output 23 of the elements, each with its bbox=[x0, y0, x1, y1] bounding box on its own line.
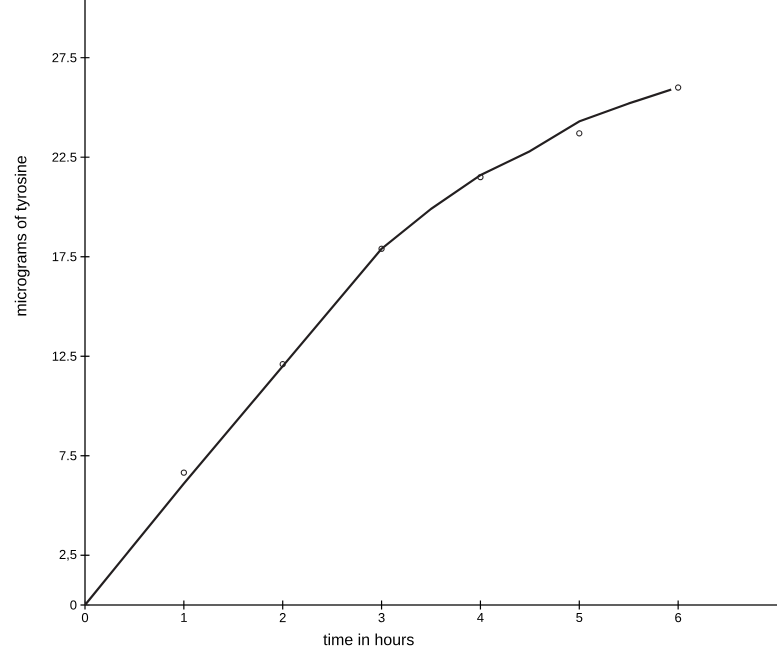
x-axis-title: time in hours bbox=[323, 634, 414, 646]
y-tick-label: 7.5 bbox=[60, 451, 76, 460]
x-tick-label: 2 bbox=[280, 613, 286, 622]
x-tick-label: 1 bbox=[181, 613, 187, 622]
point bbox=[378, 246, 385, 252]
line-series bbox=[84, 88, 672, 606]
y-tick-label: 17.5 bbox=[52, 252, 76, 262]
point bbox=[180, 470, 187, 476]
y-tick-label: 12.5 bbox=[52, 352, 76, 361]
x-tick-label: 3 bbox=[378, 613, 385, 622]
point bbox=[280, 361, 286, 368]
x-tick-label: 4 bbox=[477, 613, 484, 622]
point bbox=[477, 174, 484, 180]
y-tick-label: 0 bbox=[70, 600, 76, 610]
y-tick-label: 27.5 bbox=[52, 53, 76, 62]
point bbox=[576, 130, 582, 136]
y-tick-label: 2,5 bbox=[60, 550, 76, 561]
y-tick-label: 22.5 bbox=[52, 152, 76, 162]
x-tick-label: 5 bbox=[576, 613, 582, 622]
y-axis-title: micrograms of tyrosine bbox=[14, 156, 30, 316]
point bbox=[675, 84, 682, 91]
x-tick-label: 0 bbox=[82, 613, 88, 622]
x-tick-label: 6 bbox=[675, 613, 682, 622]
